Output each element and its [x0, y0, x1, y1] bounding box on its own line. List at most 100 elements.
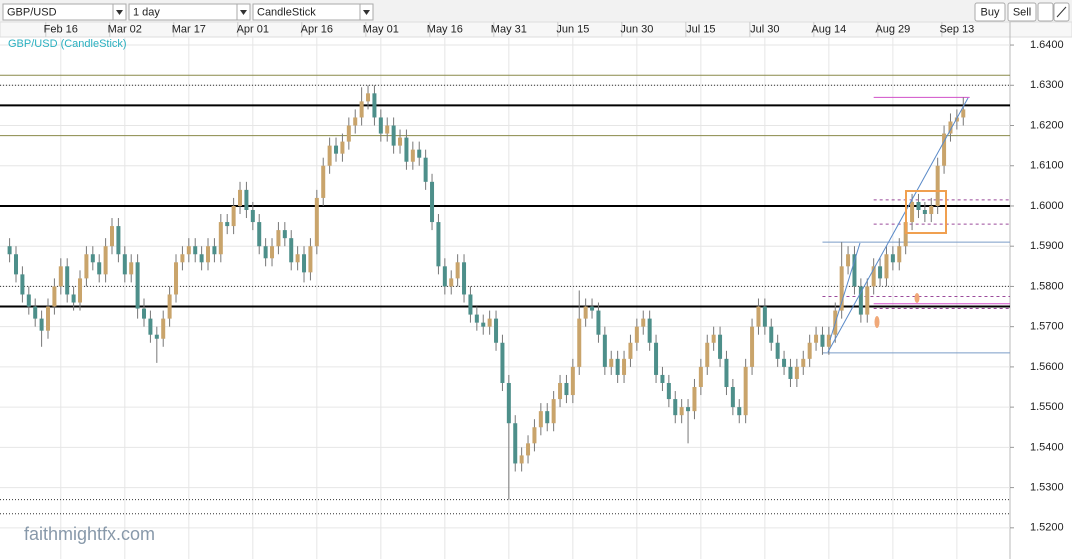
buy-label: Buy [981, 6, 1000, 18]
y-tick-label: 1.5600 [1030, 361, 1064, 373]
y-tick-label: 1.6400 [1030, 39, 1064, 51]
candle-body [519, 455, 524, 464]
tool-button[interactable] [1037, 2, 1054, 22]
candle-body [686, 407, 691, 412]
candle-body [468, 294, 473, 315]
y-tick-label: 1.5200 [1030, 522, 1064, 534]
candle-body [641, 318, 646, 327]
candle-body [500, 342, 505, 383]
candle-body [487, 318, 492, 327]
candle-body [346, 125, 351, 142]
candle-body [436, 222, 441, 267]
candle-body [954, 117, 959, 122]
candle-body [871, 266, 876, 287]
candle-body [366, 93, 371, 102]
candle-body [180, 254, 185, 263]
candle-body [634, 326, 639, 343]
x-tick-label: Aug 14 [811, 23, 846, 35]
candle-body [551, 399, 556, 424]
candle-body [948, 121, 953, 134]
candle-body [558, 382, 563, 400]
candle-body [532, 427, 537, 444]
candle-body [148, 318, 153, 335]
x-tick-label: Mar 17 [172, 23, 206, 35]
x-tick-label: Sep 13 [939, 23, 974, 35]
candle-body [942, 133, 947, 166]
candle-body [724, 358, 729, 388]
x-tick-label: May 01 [363, 23, 399, 35]
candle-body [218, 222, 223, 255]
candle-body [206, 246, 211, 263]
candle-body [122, 254, 127, 275]
candle-body [846, 254, 851, 267]
candle-body [762, 306, 767, 327]
candle-body [615, 358, 620, 375]
plot-area [0, 37, 1010, 559]
x-tick-label: Apr 01 [237, 23, 269, 35]
candle-body [897, 246, 902, 263]
candle-body [244, 189, 249, 210]
candle-body [660, 374, 665, 383]
candle-body [462, 262, 467, 295]
candle-body [33, 306, 38, 319]
candle-body [814, 334, 819, 343]
candle-body [730, 387, 735, 408]
candle-body [372, 93, 377, 118]
candle-body [666, 382, 671, 400]
candle-body [276, 230, 281, 247]
candle-body [929, 205, 934, 215]
sell-button[interactable] [1007, 2, 1037, 22]
chart-style: CandleStick [257, 6, 316, 18]
candle-body [359, 101, 364, 118]
candle-body [289, 238, 294, 263]
candle-body [852, 254, 857, 287]
dropdown-arrow [240, 10, 247, 15]
candle-body [583, 306, 588, 319]
candle-body [679, 407, 684, 416]
candle-body [14, 254, 19, 275]
candle-body [449, 278, 454, 287]
candle-body [78, 278, 83, 303]
marker [914, 293, 920, 303]
candle-body [263, 246, 268, 259]
candle-body [26, 294, 31, 307]
candle-body [282, 230, 287, 239]
dropdown-arrow [363, 10, 370, 15]
candle-body [71, 294, 76, 303]
candle-body [801, 358, 806, 367]
candle-body [212, 246, 217, 255]
candle-body [910, 201, 915, 223]
trend-line [829, 242, 861, 341]
candle-body [58, 266, 63, 287]
candle-body [545, 411, 550, 424]
candle-body [97, 262, 102, 275]
candle-body [743, 366, 748, 416]
candle-body [474, 314, 479, 323]
candle-body [775, 342, 780, 359]
candle-body [257, 222, 262, 247]
candle-body [302, 254, 307, 273]
y-tick-label: 1.6200 [1030, 119, 1064, 131]
candle-body [609, 358, 614, 367]
y-tick-label: 1.5400 [1030, 441, 1064, 453]
trend-line [827, 97, 969, 353]
candle-body [142, 308, 147, 319]
candle-body [270, 246, 275, 259]
candle-body [538, 411, 543, 428]
candle-body [654, 342, 659, 375]
candle-body [916, 201, 921, 210]
candle-body [161, 318, 166, 339]
candle-body [90, 254, 95, 263]
candle-body [231, 205, 236, 227]
buy-button[interactable] [974, 2, 1006, 22]
candle-body [794, 366, 799, 379]
candle-body [890, 254, 895, 263]
y-tick-label: 1.6100 [1030, 160, 1064, 172]
candle-body [442, 266, 447, 287]
candle-body [788, 366, 793, 379]
x-tick-label: Jun 15 [556, 23, 589, 35]
y-tick-label: 1.5700 [1030, 321, 1064, 333]
watermark: faithmightfx.com [24, 524, 155, 544]
candle-body [52, 286, 57, 307]
candle-body [430, 181, 435, 223]
